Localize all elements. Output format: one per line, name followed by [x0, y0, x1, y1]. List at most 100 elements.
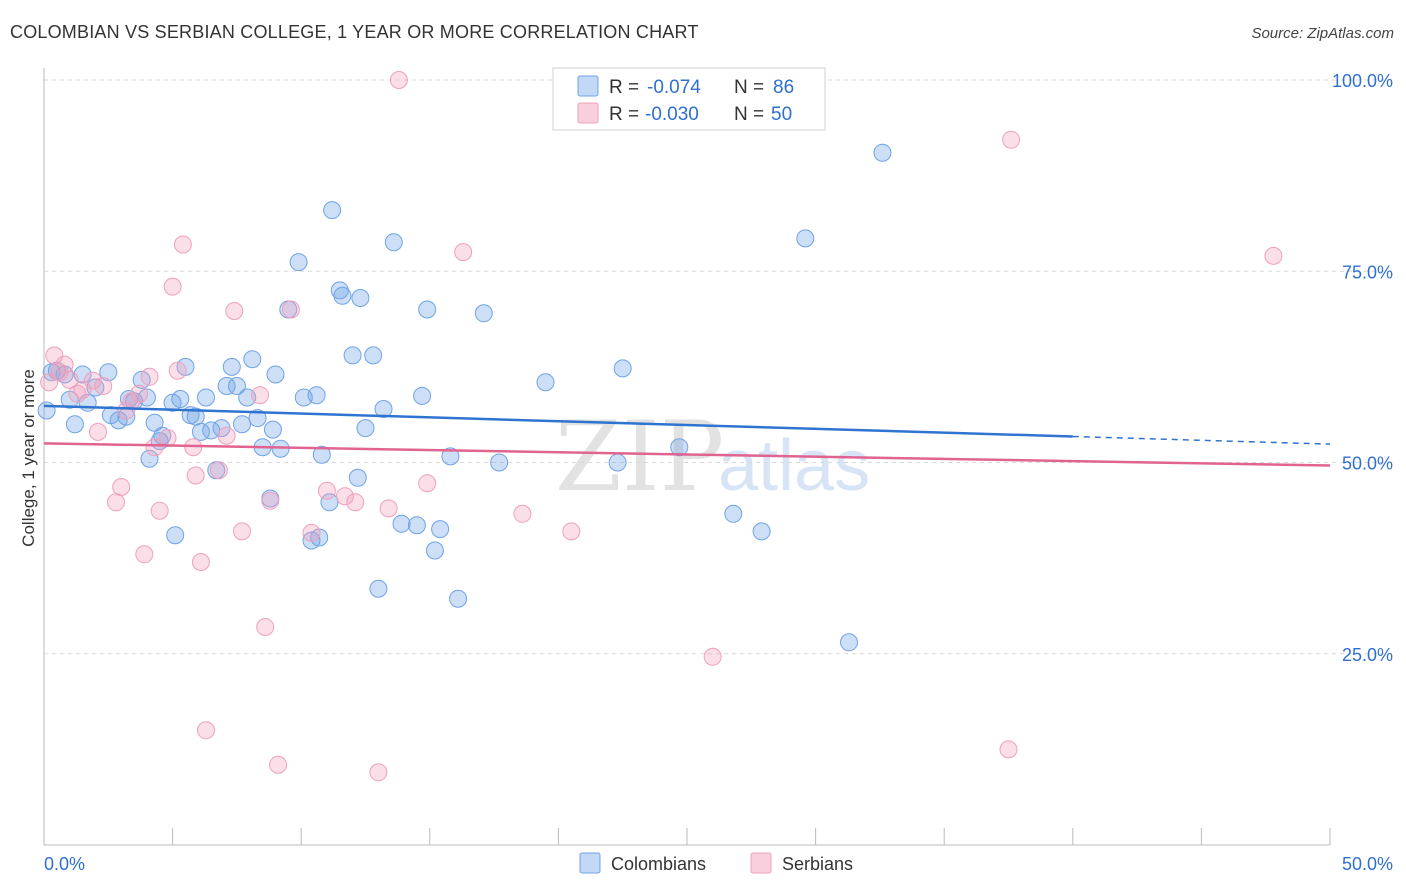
colombians-point-53	[330, 281, 349, 300]
serbians-point-36	[302, 523, 321, 542]
series-legend: Colombians Serbians	[579, 852, 853, 874]
serbians-point-28	[217, 426, 236, 445]
serbians-point-22	[173, 235, 192, 254]
colombians-point-55	[343, 346, 362, 365]
serbians-point-26	[197, 721, 215, 740]
colombians-point-71	[474, 304, 493, 323]
colombians-point-17	[140, 449, 159, 468]
serbians-point-17	[145, 438, 164, 457]
serbians-point-30	[233, 522, 251, 541]
colombians-point-64	[407, 516, 426, 535]
serbians-point-20	[163, 277, 182, 296]
colombians-point-76	[670, 438, 689, 457]
colombians-point-80	[840, 633, 858, 652]
legend-n-value-pink: 50	[771, 104, 792, 125]
serbians-point-8	[89, 422, 107, 441]
colombians-point-72	[490, 453, 509, 472]
serbians-points	[40, 71, 1283, 782]
colombians-trend-line	[43, 404, 1073, 438]
colombians-point-58	[356, 419, 375, 438]
serbians-point-18	[150, 501, 169, 520]
colombians-point-70	[449, 589, 468, 608]
x-ticks	[172, 828, 1331, 845]
serbians-point-27	[209, 461, 228, 480]
serbians-point-32	[256, 618, 275, 636]
colombians-point-69	[441, 447, 460, 466]
legend-r-value-pink: -0.030	[645, 104, 699, 125]
serbians-point-1	[45, 346, 64, 365]
colombians-point-78	[752, 522, 771, 541]
serbians-point-7	[83, 371, 102, 390]
serbians-point-4	[60, 370, 79, 389]
gridlines	[44, 79, 1393, 655]
chart-title: COLOMBIAN VS SERBIAN COLLEGE, 1 YEAR OR …	[10, 22, 699, 42]
serbians-point-35	[281, 300, 300, 319]
colombians-point-51	[320, 493, 339, 512]
serbians-point-12	[117, 401, 136, 420]
source-label: Source: ZipAtlas.com	[1251, 25, 1394, 42]
legend-n-label-pink: N =	[734, 104, 764, 125]
legend-n-label-blue: N =	[734, 77, 764, 98]
colombians-point-67	[425, 541, 444, 560]
serbians-point-45	[513, 504, 532, 523]
serbians-point-11	[112, 478, 131, 496]
serbians-point-13	[122, 392, 141, 411]
legend-box: R = -0.074 N = 86 R = -0.030 N = 50	[552, 67, 826, 131]
watermark-atlas: atlas	[718, 426, 870, 506]
serbians-point-44	[454, 243, 473, 262]
serbians-point-3	[55, 355, 74, 374]
colombians-trend-extension	[1072, 435, 1331, 445]
colombians-point-28	[197, 388, 215, 407]
serbians-point-39	[346, 493, 365, 512]
colombians-point-75	[613, 359, 632, 378]
y-tick-label-100: 100.0%	[1332, 71, 1393, 91]
y-axis-label: College, 1 year or more	[19, 369, 38, 547]
serbians-point-49	[1002, 130, 1021, 149]
x-tick-labels: 0.0% 50.0%	[44, 854, 1393, 874]
serbians-point-31	[251, 386, 269, 405]
colombians-point-66	[418, 300, 437, 319]
serbians-point-29	[225, 302, 244, 320]
serbians-point-10	[107, 493, 125, 512]
colombians-point-23	[171, 390, 190, 408]
watermark-zip: ZIP	[555, 401, 724, 513]
y-tick-labels: 25.0% 50.0% 75.0% 100.0%	[1332, 71, 1393, 665]
colombians-point-33	[222, 357, 241, 376]
serbians-point-34	[269, 755, 288, 774]
colombians-point-9	[99, 363, 118, 382]
colombians-point-59	[364, 346, 383, 365]
colombians-point-45	[289, 253, 308, 272]
serbians-point-6	[73, 380, 92, 399]
colombians-point-68	[431, 520, 450, 539]
trend-lines	[43, 404, 1331, 467]
colombians-point-74	[608, 453, 627, 472]
serbians-point-50	[1264, 246, 1283, 265]
colombians-point-63	[392, 514, 411, 533]
y-tick-label-25: 25.0%	[1342, 645, 1393, 665]
legend-swatch-blue	[577, 75, 599, 97]
serbians-point-48	[999, 740, 1018, 759]
serbians-point-41	[379, 499, 398, 518]
series-legend-label-blue: Colombians	[611, 854, 706, 874]
legend-r-label-pink: R =	[609, 104, 639, 125]
x-tick-label-max: 50.0%	[1342, 854, 1393, 874]
y-tick-label-75: 75.0%	[1342, 262, 1393, 282]
watermark: ZIP atlas	[555, 401, 870, 513]
legend-n-value-blue: 86	[773, 77, 794, 98]
colombians-point-34	[227, 377, 246, 395]
colombians-point-65	[413, 386, 432, 405]
serbians-point-19	[158, 429, 177, 447]
serbians-point-16	[140, 367, 159, 386]
serbians-point-38	[335, 487, 354, 506]
colombians-point-57	[351, 289, 370, 307]
colombians-point-42	[266, 365, 285, 384]
colombians-point-5	[65, 415, 84, 434]
serbians-point-37	[317, 481, 336, 500]
serbians-point-40	[369, 763, 388, 782]
serbians-point-9	[94, 377, 113, 395]
y-tick-label-50: 50.0%	[1342, 454, 1393, 474]
colombians-point-81	[873, 143, 892, 162]
colombians-point-73	[536, 373, 555, 392]
series-legend-swatch-blue	[579, 852, 601, 874]
